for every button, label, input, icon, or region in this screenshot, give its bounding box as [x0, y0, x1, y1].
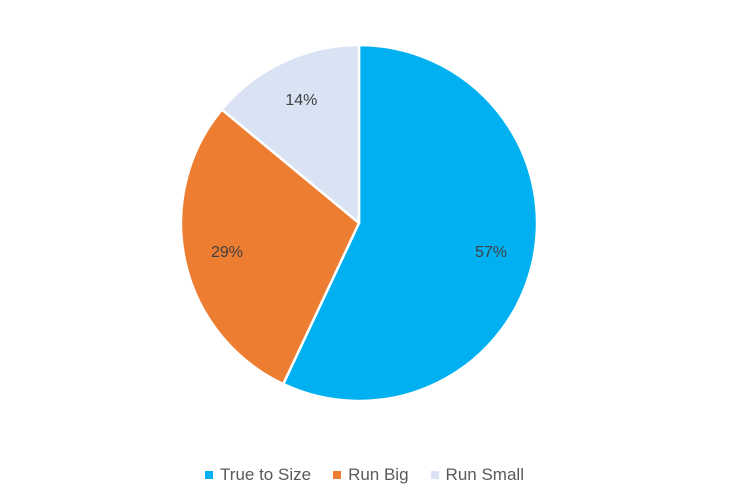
- legend: True to Size Run Big Run Small: [0, 462, 729, 488]
- legend-item-run-big[interactable]: Run Big: [333, 465, 409, 485]
- data-label-true-to-size: 57%: [475, 244, 507, 261]
- legend-label: Run Small: [445, 465, 524, 484]
- pie-slice-true-to-size[interactable]: [281, 43, 539, 403]
- data-label-run-big: 29%: [211, 244, 243, 261]
- pie-slice-run-small[interactable]: [220, 43, 361, 225]
- legend-item-true-to-size[interactable]: True to Size: [205, 465, 311, 485]
- legend-swatch: [205, 471, 214, 479]
- data-label-run-small: 14%: [285, 92, 317, 109]
- legend-label: Run Big: [348, 465, 409, 484]
- legend-swatch: [430, 471, 439, 479]
- pie-slice-run-big[interactable]: [179, 108, 361, 386]
- data-labels: 57% 29% 14%: [211, 92, 507, 261]
- legend-item-run-small[interactable]: Run Small: [430, 465, 524, 485]
- legend-label: True to Size: [220, 465, 312, 484]
- legend-swatch: [333, 471, 342, 479]
